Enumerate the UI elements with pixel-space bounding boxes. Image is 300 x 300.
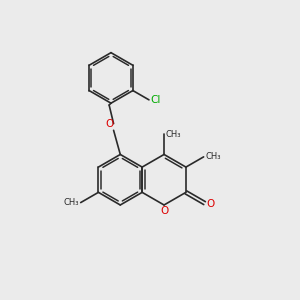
Text: O: O (207, 199, 215, 209)
Text: CH₃: CH₃ (64, 198, 79, 207)
Text: Cl: Cl (150, 95, 161, 105)
Text: CH₃: CH₃ (166, 130, 181, 139)
Text: O: O (105, 119, 113, 129)
Text: O: O (160, 206, 168, 217)
Text: CH₃: CH₃ (205, 152, 220, 161)
